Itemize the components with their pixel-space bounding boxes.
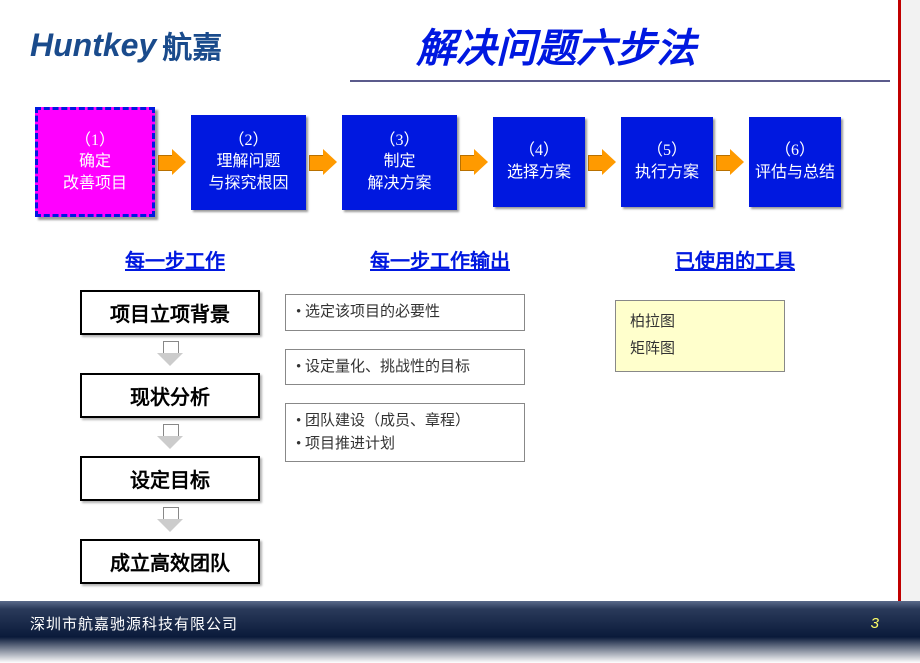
step-line2: 改善项目 — [38, 173, 152, 195]
page-title: 解决问题六步法 — [222, 16, 890, 74]
tool-item: 矩阵图 — [630, 336, 770, 363]
outputs-column: 选定该项目的必要性 设定量化、挑战性的目标 团队建设（成员、章程） 项目推进计划 — [285, 290, 585, 584]
step-line1: 制定 — [342, 151, 457, 173]
logo-cn: 航嘉 — [162, 23, 222, 67]
stages-column: 项目立项背景 现状分析 设定目标 成立高效团队 — [55, 290, 285, 584]
step-4: （4） 选择方案 — [493, 117, 585, 207]
step-num: （5） — [621, 140, 713, 162]
page-number: 3 — [871, 615, 880, 632]
output-box-1: 选定该项目的必要性 — [285, 294, 525, 331]
step-line1: 选择方案 — [493, 162, 585, 184]
arrow-down-icon — [157, 424, 183, 450]
arrow-right-icon — [158, 149, 188, 175]
right-accent-bar — [898, 0, 920, 663]
step-line1: 评估与总结 — [749, 162, 841, 184]
stage-2: 现状分析 — [80, 373, 260, 418]
step-2: （2） 理解问题 与探究根因 — [191, 115, 306, 210]
output-item: 项目推进计划 — [296, 433, 514, 456]
output-box-3: 团队建设（成员、章程） 项目推进计划 — [285, 403, 525, 462]
arrow-right-icon — [309, 149, 339, 175]
output-box-2: 设定量化、挑战性的目标 — [285, 349, 525, 386]
header: Huntkey 航嘉 解决问题六步法 — [0, 0, 920, 80]
step-line2: 与探究根因 — [191, 173, 306, 195]
tools-column: 柏拉图 矩阵图 — [585, 290, 880, 584]
step-num: （1） — [38, 130, 152, 152]
stage-3: 设定目标 — [80, 456, 260, 501]
footer-bar-main: 深圳市航嘉驰源科技有限公司 3 — [0, 609, 920, 637]
col1-header: 每一步工作 — [60, 245, 290, 274]
arrow-right-icon — [460, 149, 490, 175]
logo-en: Huntkey — [30, 27, 156, 64]
step-line2: 解决方案 — [342, 173, 457, 195]
step-num: （4） — [493, 140, 585, 162]
columns: 项目立项背景 现状分析 设定目标 成立高效团队 选定该项目的必要性 设定量化、挑… — [0, 284, 920, 584]
logo: Huntkey 航嘉 — [30, 23, 222, 67]
col2-header: 每一步工作输出 — [290, 245, 590, 274]
section-headers: 每一步工作 每一步工作输出 已使用的工具 — [0, 227, 920, 284]
step-1: （1） 确定 改善项目 — [35, 107, 155, 217]
step-5: （5） 执行方案 — [621, 117, 713, 207]
stage-4: 成立高效团队 — [80, 539, 260, 584]
arrow-down-icon — [157, 507, 183, 533]
step-line1: 确定 — [38, 151, 152, 173]
step-6: （6） 评估与总结 — [749, 117, 841, 207]
output-item: 团队建设（成员、章程） — [296, 410, 514, 433]
step-num: （6） — [749, 140, 841, 162]
step-line1: 执行方案 — [621, 162, 713, 184]
step-num: （2） — [191, 130, 306, 152]
footer-bar-top — [0, 601, 920, 609]
step-num: （3） — [342, 130, 457, 152]
company-name: 深圳市航嘉驰源科技有限公司 — [30, 613, 238, 634]
footer-shadow — [0, 637, 920, 663]
footer: 深圳市航嘉驰源科技有限公司 3 — [0, 601, 920, 663]
tools-box: 柏拉图 矩阵图 — [615, 300, 785, 372]
output-item: 选定该项目的必要性 — [296, 301, 514, 324]
arrow-right-icon — [716, 149, 746, 175]
arrow-right-icon — [588, 149, 618, 175]
stage-1: 项目立项背景 — [80, 290, 260, 335]
arrow-down-icon — [157, 341, 183, 367]
col3-header: 已使用的工具 — [590, 245, 880, 274]
six-step-flow: （1） 确定 改善项目 （2） 理解问题 与探究根因 （3） 制定 解决方案 （… — [0, 82, 920, 227]
step-3: （3） 制定 解决方案 — [342, 115, 457, 210]
output-item: 设定量化、挑战性的目标 — [296, 356, 514, 379]
step-line1: 理解问题 — [191, 151, 306, 173]
tool-item: 柏拉图 — [630, 309, 770, 336]
